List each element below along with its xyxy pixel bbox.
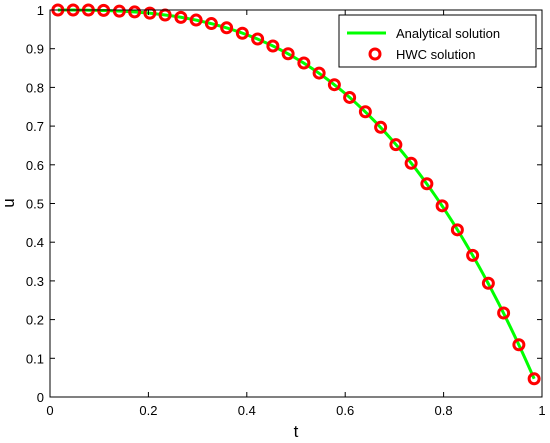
hwc-point (128, 5, 142, 19)
y-axis-label: u (0, 198, 18, 207)
hwc-point (143, 6, 157, 20)
hwc-point (343, 90, 357, 104)
hwc-point (466, 248, 480, 262)
plot-area (50, 10, 542, 397)
hwc-point (251, 32, 265, 46)
hwc-point (389, 138, 403, 152)
hwc-point (312, 66, 326, 80)
hwc-point (174, 10, 188, 24)
hwc-point (204, 17, 218, 31)
y-tick-label: 0.5 (26, 197, 44, 212)
hwc-point (297, 56, 311, 70)
hwc-point (435, 199, 449, 213)
plot-frame (49, 9, 543, 398)
legend-label-hwc: HWC solution (396, 47, 475, 62)
hwc-point (266, 39, 280, 53)
hwc-point (112, 4, 126, 18)
hwc-point (220, 21, 234, 35)
legend-label-analytical: Analytical solution (396, 26, 500, 41)
x-tick-label: 0.4 (238, 403, 256, 418)
y-tick-label: 1 (37, 3, 44, 18)
y-tick-label: 0.2 (26, 313, 44, 328)
hwc-point (420, 177, 434, 191)
y-tick-label: 0.1 (26, 351, 44, 366)
hwc-point (404, 156, 418, 170)
hwc-point (189, 13, 203, 27)
x-axis-label: t (294, 422, 299, 441)
axes-layer: 0 0.2 0.4 0.6 0.8 1 0 0.1 0.2 0.3 0.4 0.5 0.6 0.7 0.8 0… (26, 3, 546, 418)
x-tick-label: 1 (538, 403, 545, 418)
hwc-point (450, 223, 464, 237)
y-tick-label: 0.8 (26, 80, 44, 95)
hwc-point (281, 47, 295, 61)
hwc-point (235, 26, 249, 40)
y-tick-label: 0 (37, 390, 44, 405)
hwc-point (497, 306, 511, 320)
y-tick-label: 0.7 (26, 119, 44, 134)
y-tick-label: 0.3 (26, 274, 44, 289)
x-tick-label: 0.2 (139, 403, 157, 418)
x-tick-label: 0.6 (336, 403, 354, 418)
y-tick-label: 0.6 (26, 158, 44, 173)
y-tick-label: 0.4 (26, 235, 44, 250)
legend: Analytical solution HWC solution (338, 14, 537, 68)
x-tick-label: 0 (46, 403, 53, 418)
y-tick-label: 0.9 (26, 42, 44, 57)
legend-swatch-hwc (368, 47, 382, 61)
hwc-point (512, 338, 526, 352)
hwc-point (327, 78, 341, 92)
hwc-point (358, 105, 372, 119)
hwc-point (527, 372, 541, 386)
x-tick-label: 0.8 (435, 403, 453, 418)
hwc-point (481, 276, 495, 290)
hwc-point (374, 120, 388, 134)
